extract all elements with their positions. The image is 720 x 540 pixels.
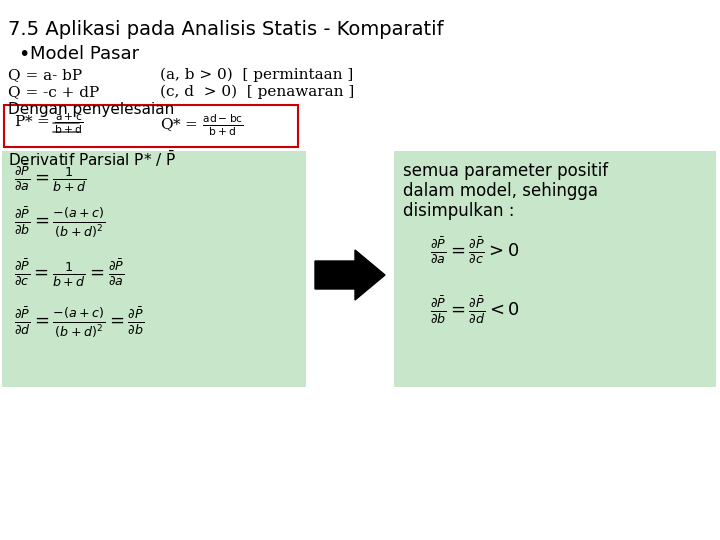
Text: •: • (18, 45, 30, 64)
Text: Dengan penyelesaian: Dengan penyelesaian (8, 102, 174, 117)
Text: Q = -c + dP: Q = -c + dP (8, 85, 99, 99)
Text: (c, d  > 0)  [ penawaran ]: (c, d > 0) [ penawaran ] (160, 85, 354, 99)
Text: disimpulkan :: disimpulkan : (403, 202, 515, 220)
Text: $\frac{\partial\bar{P}}{\partial b} = \frac{-(a+c)}{(b+d)^2}$: $\frac{\partial\bar{P}}{\partial b} = \f… (14, 205, 105, 239)
FancyBboxPatch shape (394, 151, 716, 387)
FancyBboxPatch shape (4, 105, 298, 147)
FancyArrow shape (315, 250, 385, 300)
Text: Q* = $\frac{\mathrm{ad - bc}}{\mathrm{b + d}}$: Q* = $\frac{\mathrm{ad - bc}}{\mathrm{b … (160, 112, 243, 138)
Text: Model Pasar: Model Pasar (30, 45, 139, 63)
Text: $\frac{\partial\bar{P}}{\partial c} = \frac{1}{b+d} = \frac{\partial\bar{P}}{\pa: $\frac{\partial\bar{P}}{\partial c} = \f… (14, 257, 125, 289)
Text: (a, b > 0)  [ permintaan ]: (a, b > 0) [ permintaan ] (160, 68, 354, 83)
Text: dalam model, sehingga: dalam model, sehingga (403, 182, 598, 200)
Text: $\frac{\partial\bar{P}}{\partial b} = \frac{\partial\bar{P}}{\partial d} < 0$: $\frac{\partial\bar{P}}{\partial b} = \f… (430, 295, 520, 326)
FancyBboxPatch shape (2, 151, 306, 387)
Text: P* = $\frac{\mathrm{a + c}}{\mathrm{b + d}}$: P* = $\frac{\mathrm{a + c}}{\mathrm{b + … (14, 112, 83, 136)
Text: $\frac{\partial\bar{P}}{\partial a} = \frac{\partial\bar{P}}{\partial c} > 0$: $\frac{\partial\bar{P}}{\partial a} = \f… (430, 235, 519, 265)
Text: Q = a- bP: Q = a- bP (8, 68, 82, 82)
Text: 7.5 Aplikasi pada Analisis Statis - Komparatif: 7.5 Aplikasi pada Analisis Statis - Komp… (8, 20, 444, 39)
Text: $\frac{\partial\bar{P}}{\partial d} = \frac{-(a+c)}{(b+d)^2} = \frac{\partial\ba: $\frac{\partial\bar{P}}{\partial d} = \f… (14, 305, 144, 339)
Text: Derivatif Parsial P* / $\bar{\mathrm{P}}$: Derivatif Parsial P* / $\bar{\mathrm{P}}… (8, 149, 176, 169)
Text: $\frac{\partial\bar{P}}{\partial a} = \frac{1}{b+d}$: $\frac{\partial\bar{P}}{\partial a} = \f… (14, 162, 86, 194)
Text: semua parameter positif: semua parameter positif (403, 162, 608, 180)
